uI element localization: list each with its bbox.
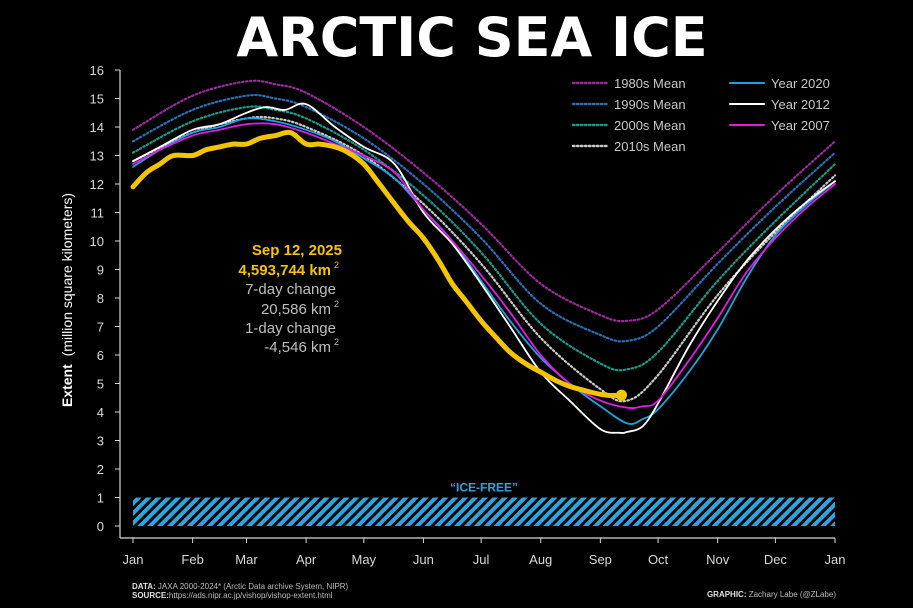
y-tick-label: 15 — [90, 92, 104, 107]
x-tick-label: Oct — [648, 552, 669, 567]
ice-free-zone: “ICE-FREE” — [133, 481, 835, 526]
footer-source-label: SOURCE: — [132, 591, 169, 600]
series-line-2010s-mean — [131, 115, 837, 403]
annotation-1day-sup: 2 — [334, 337, 339, 347]
footer-source-line: SOURCE:https://ads.nipr.ac.jp/vishop/vis… — [132, 591, 333, 600]
x-tick-label: Apr — [296, 552, 317, 567]
x-tick-label: Mar — [235, 552, 258, 567]
ice-free-label: “ICE-FREE” — [450, 481, 518, 495]
y-tick-label: 12 — [90, 177, 104, 192]
y-tick-label: 9 — [97, 263, 104, 278]
y-tick-label: 0 — [97, 519, 104, 534]
y-tick-label: 16 — [90, 63, 104, 78]
footer-graphic-line: GRAPHIC: Zachary Labe (@ZLabe) — [707, 590, 836, 599]
x-tick-label: Dec — [764, 552, 788, 567]
series-line-year-2020 — [132, 117, 836, 425]
latest-value-marker — [616, 389, 628, 401]
x-tick-label: May — [352, 552, 377, 567]
legend-label: 2000s Mean — [614, 118, 686, 133]
y-axis-label-units: (million square kilometers) — [59, 193, 75, 356]
chart-title: ARCTIC SEA ICE — [236, 6, 707, 69]
y-tick-label: 11 — [91, 206, 105, 221]
footer-graphic-text: Zachary Labe (@ZLabe) — [747, 590, 837, 599]
legend-label: 1980s Mean — [614, 76, 686, 91]
x-tick-label: Jun — [413, 552, 434, 567]
y-tick-label: 7 — [97, 320, 104, 335]
footer: DATA: JAXA 2000-2024* (Arctic Data archi… — [132, 582, 836, 600]
annotation-block: Sep 12, 2025 4,593,744 km 2 7-day change… — [238, 242, 342, 356]
series-line-2025 — [130, 129, 624, 399]
y-tick-label: 14 — [90, 120, 104, 135]
annotation-7day-value: 20,586 km — [261, 301, 331, 318]
y-tick-label: 2 — [97, 462, 104, 477]
legend-label: Year 2007 — [771, 118, 830, 133]
series-line-1980s-mean — [131, 79, 837, 323]
x-tick-label: Aug — [529, 552, 552, 567]
x-tick-label: Jul — [473, 552, 490, 567]
y-tick-label: 4 — [97, 405, 104, 420]
legend-label: 2010s Mean — [614, 139, 686, 154]
series-lines — [130, 79, 837, 434]
x-tick-label: Feb — [181, 552, 203, 567]
footer-graphic-label: GRAPHIC: — [707, 590, 747, 599]
footer-source-text: https://ads.nipr.ac.jp/vishop/vishop-ext… — [169, 591, 333, 600]
annotation-7day-label: 7-day change — [245, 281, 336, 298]
footer-data-label: DATA: — [132, 582, 156, 591]
series-line-year-2012 — [132, 102, 836, 434]
y-tick-label: 6 — [97, 348, 104, 363]
series-line-year-2007 — [132, 122, 836, 409]
x-tick-label: Sep — [589, 552, 612, 567]
legend-label: Year 2012 — [771, 97, 830, 112]
x-tick-label: Nov — [706, 552, 730, 567]
y-tick-label: 5 — [97, 377, 104, 392]
legend-label: Year 2020 — [771, 76, 830, 91]
annotation-1day-value: -4,546 km — [264, 339, 331, 356]
legend-label: 1990s Mean — [614, 97, 686, 112]
ice-free-band — [133, 497, 835, 526]
y-axis-label-bold: Extent — [59, 364, 75, 407]
x-tick-label: Jan — [123, 552, 144, 567]
footer-data-text: JAXA 2000-2024* (Arctic Data archive Sys… — [156, 582, 349, 591]
y-tick-label: 10 — [90, 234, 104, 249]
annotation-extent: 4,593,744 km — [238, 262, 331, 279]
y-axis-label: Extent (million square kilometers) — [59, 193, 75, 407]
annotation-7day-sup: 2 — [334, 299, 339, 309]
legend: 1980s Mean 1990s Mean 2000s Mean 2010s Mean… — [571, 76, 830, 154]
y-tick-label: 8 — [97, 291, 104, 306]
y-tick-label: 13 — [90, 149, 104, 164]
x-tick-label: Jan — [825, 552, 846, 567]
series-line-1990s-mean — [131, 93, 837, 343]
annotation-date: Sep 12, 2025 — [252, 242, 342, 259]
annotation-1day-label: 1-day change — [245, 320, 336, 337]
y-tick-label: 3 — [97, 434, 104, 449]
annotation-extent-sup: 2 — [334, 260, 339, 270]
y-tick-label: 1 — [97, 491, 104, 506]
footer-data-line: DATA: JAXA 2000-2024* (Arctic Data archi… — [132, 582, 349, 591]
